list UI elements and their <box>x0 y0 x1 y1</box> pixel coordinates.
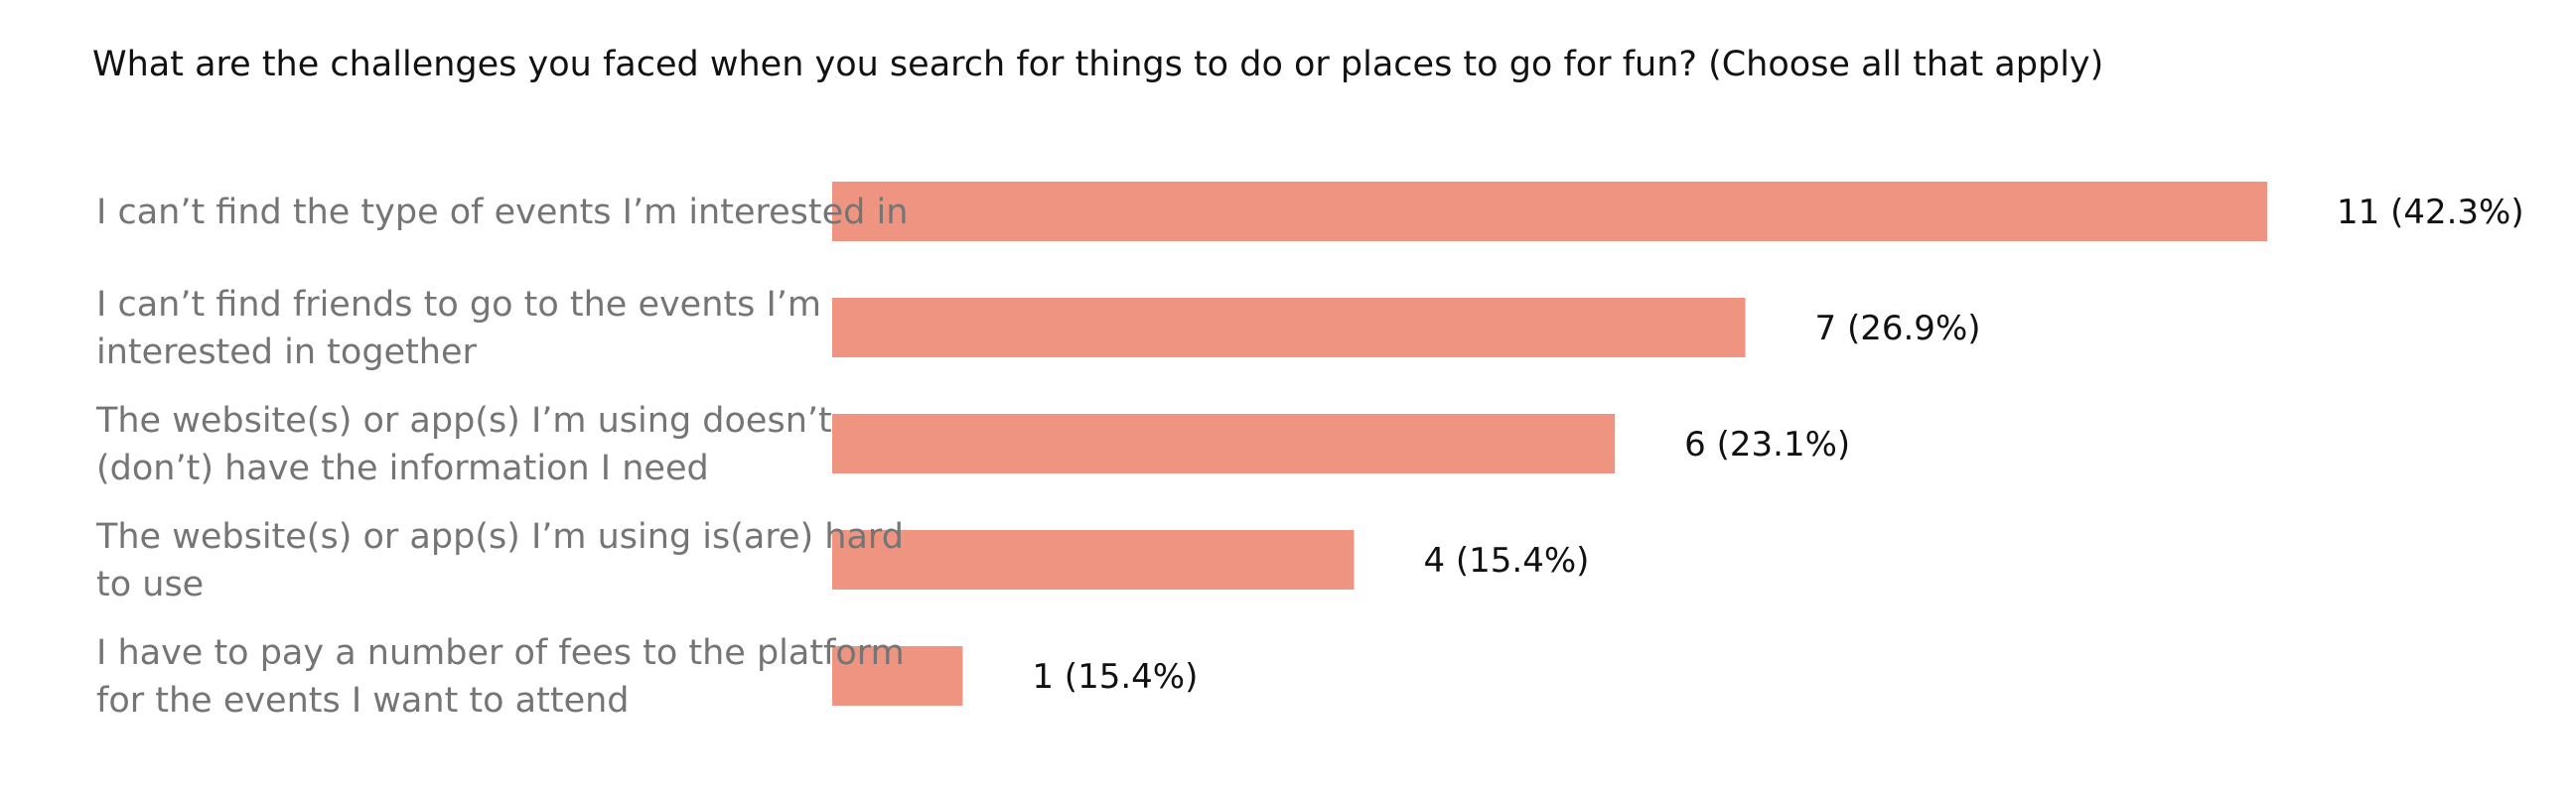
category-label-3-line-0: The website(s) or app(s) I’m using is(ar… <box>95 517 904 557</box>
category-label-0-line-0: I can’t find the type of events I’m inte… <box>96 193 908 232</box>
chart-title: What are the challenges you faced when y… <box>92 45 2103 84</box>
value-label-2: 6 (23.1%) <box>1684 425 1850 465</box>
category-label-1-line-1: interested in together <box>96 332 478 372</box>
value-label-3: 4 (15.4%) <box>1423 541 1589 581</box>
bar-1 <box>832 298 1746 357</box>
category-label-4-line-0: I have to pay a number of fees to the pl… <box>96 633 905 673</box>
bar-4 <box>832 646 963 706</box>
value-label-4: 1 (15.4%) <box>1032 657 1198 697</box>
category-label-3-line-1: to use <box>96 565 204 604</box>
bar-3 <box>832 530 1355 590</box>
category-label-1-line-0: I can’t find friends to go to the events… <box>96 285 821 325</box>
bars-layer: 11 (42.3%) I can’t find the type of event… <box>95 182 2524 721</box>
category-label-4-line-1: for the events I want to attend <box>96 681 630 721</box>
category-label-2-line-0: The website(s) or app(s) I’m using doesn… <box>95 401 832 441</box>
value-label-0: 11 (42.3%) <box>2337 193 2524 232</box>
bar-0 <box>832 182 2267 241</box>
category-label-2-line-1: (don’t) have the information I need <box>96 449 709 488</box>
value-label-1: 7 (26.9%) <box>1815 309 1981 348</box>
bar-2 <box>832 414 1616 473</box>
